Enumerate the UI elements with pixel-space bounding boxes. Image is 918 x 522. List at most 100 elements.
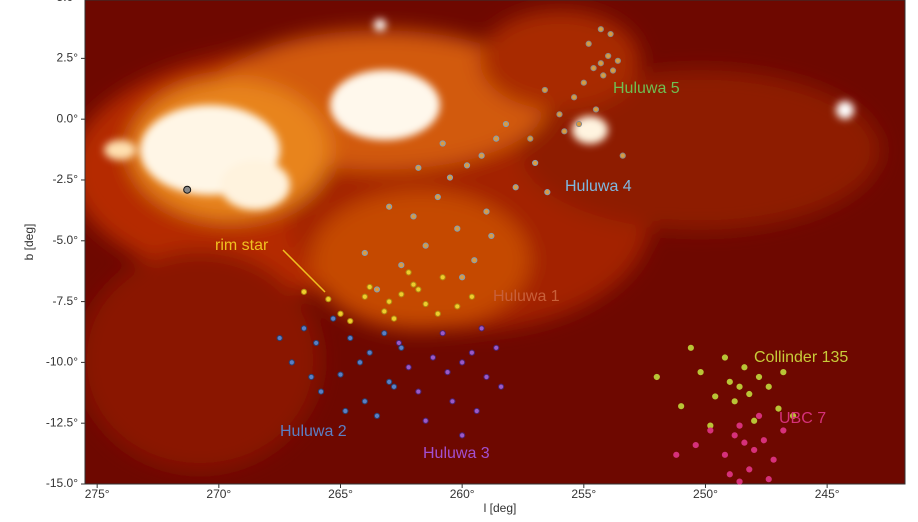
scatter-point [585,40,592,47]
scatter-point [288,359,295,366]
y-tick-label: -7.5° [53,294,79,308]
scatter-point [468,293,475,300]
scatter-point [373,412,381,419]
scatter-point [751,417,758,424]
y-tick-label: -10.0° [46,355,78,369]
scatter-point [386,203,393,210]
series-label: Huluwa 3 [423,445,490,462]
scatter-point [493,344,500,351]
scatter-point [502,120,510,128]
scatter-point [386,378,393,385]
x-tick-label: 255° [571,487,596,501]
scatter-point [765,476,772,483]
scatter-point [597,60,604,67]
scatter-point [361,398,368,405]
x-tick-label: 270° [206,487,231,501]
scatter-point [527,135,534,142]
scatter-point [692,441,699,449]
scatter-point [597,26,604,33]
y-tick-label: -2.5° [53,172,79,186]
scatter-point [337,310,344,317]
scatter-point [300,325,308,332]
scatter-point [361,249,368,257]
x-tick-label: 265° [328,487,353,501]
scatter-point [454,303,461,310]
scatter-point [512,184,519,191]
scatter-point [751,446,758,454]
scatter-point [605,52,612,60]
scatter-point [361,293,368,300]
scatter-point [614,57,621,64]
scatter-point [746,466,753,473]
x-tick-label: 260° [450,487,475,501]
series-label: Huluwa 5 [613,80,680,97]
series-label: Huluwa 2 [280,423,347,440]
scatter-point [439,274,446,281]
series-label: rim star [215,237,269,254]
scatter-point [386,298,393,305]
scatter-point [449,398,456,405]
scatter-point [726,378,733,385]
scatter-point [415,286,422,293]
scatter-point [780,369,787,376]
scatter-point [373,286,381,293]
scatter-point [678,403,685,410]
series-label: Collinder 135 [754,349,848,366]
scatter-point [444,369,451,376]
scatter-point [600,72,607,79]
scatter-point [609,67,617,74]
scatter-point [736,422,743,429]
scatter-point [459,432,466,439]
scatter-point [415,164,422,171]
scatter-point [687,344,694,351]
annotation-arrow [282,249,326,293]
scatter-point [398,262,405,269]
scatter-point [390,383,398,390]
series-label: UBC 7 [779,410,826,427]
scatter-point [410,281,417,288]
scatter-point [721,451,729,458]
scatter-point [313,339,320,347]
scatter-point [731,398,738,405]
scatter-point [775,405,782,412]
scatter-point [439,140,446,147]
scatter-point [493,135,500,142]
scatter-point [619,152,626,159]
scatter-point [434,193,441,201]
scatter-point [381,308,388,315]
scatter-point [755,373,763,381]
scatter-point [760,437,767,444]
series-label: Huluwa 4 [565,178,632,195]
scatter-point [429,354,437,361]
scatter-point [532,159,539,167]
scatter-point [607,30,614,38]
scatter-point [405,364,412,371]
scatter-point [308,373,315,381]
scatter-point [446,174,454,181]
scatter-point [347,317,354,325]
scatter-point [592,106,600,113]
scatter-point [473,407,480,415]
scatter-point [317,388,325,395]
scatter-point [789,412,797,419]
scatter-point [544,189,551,196]
scatter-point [471,257,478,264]
x-tick-label: 250° [693,487,718,501]
scatter-point [381,330,388,337]
scatter-point [570,94,578,101]
scatter-point [398,291,405,298]
scatter-point [330,315,337,322]
scatter-point [712,393,719,400]
scatter-point [770,456,777,463]
y-tick-label: 2.5° [57,51,79,65]
y-tick-label: 5.0° [57,0,79,4]
scatter-point [736,478,743,485]
scatter-point [707,427,714,434]
scatter-point [183,185,192,194]
scatter-point [459,359,466,366]
scatter-point [478,325,485,332]
scatter-point [741,364,748,371]
y-axis-label: b [deg] [22,224,36,261]
